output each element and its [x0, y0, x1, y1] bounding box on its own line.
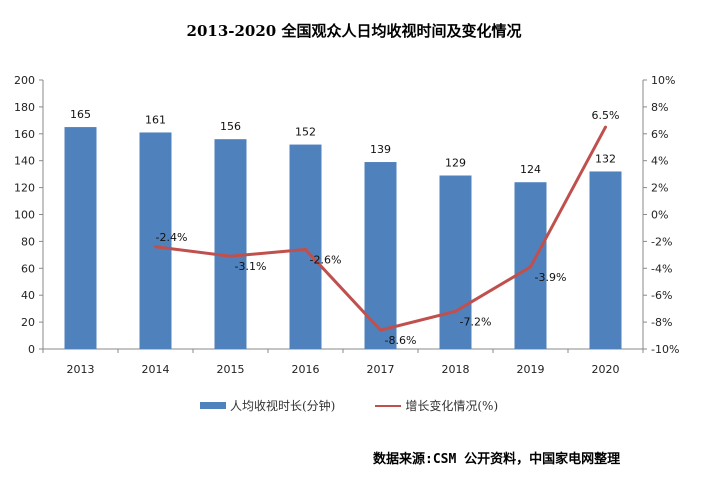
y-tick-label: 100 [14, 209, 35, 222]
bar-data-label: 129 [445, 156, 466, 169]
y2-tick-label: 0% [651, 209, 668, 222]
y2-tick-label: -2% [651, 235, 672, 248]
y-tick-label: 40 [21, 289, 35, 302]
y2-tick-label: 6% [651, 128, 668, 141]
y-tick-label: 80 [21, 235, 35, 248]
y-tick-label: 60 [21, 262, 35, 275]
line-data-label: -3.9% [535, 271, 567, 284]
bar [364, 162, 397, 349]
bar [64, 127, 97, 349]
line-point [604, 125, 607, 129]
line-data-label: 6.5% [592, 109, 620, 122]
chart-title: 2013-2020 全国观众人日均收视时间及变化情况 [186, 22, 522, 40]
line-data-label: -7.2% [460, 315, 492, 328]
y2-tick-label: -8% [651, 316, 672, 329]
line-data-label: -2.4% [156, 231, 188, 244]
y2-tick-label: -6% [651, 289, 672, 302]
y-tick-label: 160 [14, 128, 35, 141]
bar-data-label: 161 [145, 113, 166, 126]
y2-tick-label: 2% [651, 182, 668, 195]
x-tick-label: 2014 [142, 363, 170, 376]
y-tick-label: 200 [14, 74, 35, 87]
y-tick-label: 140 [14, 155, 35, 168]
legend-label-bar: 人均收视时长(分钟) [230, 399, 336, 413]
bar-data-label: 156 [220, 120, 241, 133]
source-note: 数据来源:CSM 公开资料，中国家电网整理 [373, 452, 621, 467]
y2-tick-label: -10% [651, 343, 679, 356]
y2-tick-label: 4% [651, 155, 668, 168]
legend: 人均收视时长(分钟) 增长变化情况(%) [200, 397, 498, 414]
bar [439, 175, 472, 349]
legend-label-line: 增长变化情况(%) [405, 399, 499, 413]
y2-tick-label: -4% [651, 262, 672, 275]
x-tick-label: 2013 [67, 363, 95, 376]
legend-item-line: 增长变化情况(%) [375, 397, 498, 414]
x-tick-label: 2015 [217, 363, 245, 376]
y2-tick-label: 10% [651, 74, 675, 87]
line-point [454, 309, 457, 313]
bar [214, 139, 247, 349]
legend-item-bar: 人均收视时长(分钟) [200, 397, 335, 414]
y-tick-label: 120 [14, 182, 35, 195]
line-data-label: -3.1% [235, 260, 267, 273]
bar-data-label: 152 [295, 126, 316, 139]
x-tick-label: 2017 [367, 363, 395, 376]
line-data-label: -8.6% [385, 334, 417, 347]
x-tick-label: 2020 [592, 363, 620, 376]
line-point [529, 265, 532, 269]
y-tick-label: 180 [14, 101, 35, 114]
x-tick-label: 2016 [292, 363, 320, 376]
bar [139, 132, 172, 349]
bar [589, 171, 622, 349]
line-point [304, 247, 307, 251]
bar-data-label: 139 [370, 143, 391, 156]
bar-data-label: 132 [595, 152, 616, 165]
line-point [379, 328, 382, 332]
y-tick-label: 0 [28, 343, 35, 356]
legend-swatch-bar [200, 402, 226, 409]
bar [289, 144, 322, 349]
y2-tick-label: 8% [651, 101, 668, 114]
line-data-label: -2.6% [310, 253, 342, 266]
x-tick-label: 2019 [517, 363, 545, 376]
x-tick-label: 2018 [442, 363, 470, 376]
y-tick-label: 20 [21, 316, 35, 329]
legend-swatch-line [375, 404, 402, 407]
bar-data-label: 165 [70, 108, 91, 121]
bar-data-label: 124 [520, 163, 541, 176]
line-point [229, 254, 232, 258]
line-point [154, 245, 157, 249]
